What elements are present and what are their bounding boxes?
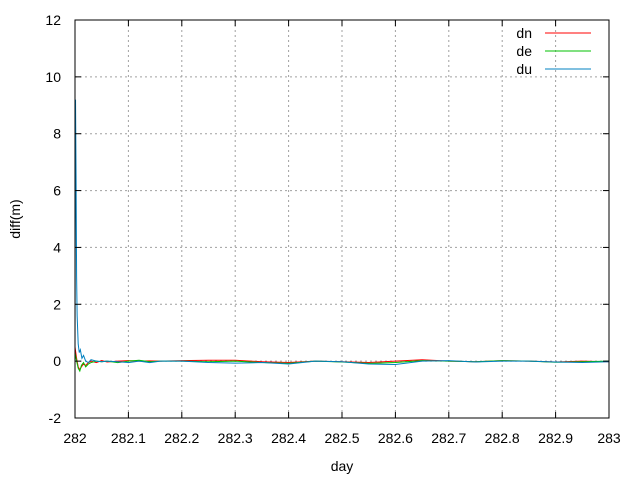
x-tick-label: 282.8 xyxy=(485,430,520,446)
y-tick-label: -2 xyxy=(49,410,62,426)
x-tick-label: 282.4 xyxy=(271,430,306,446)
series-line-du xyxy=(74,99,610,366)
x-tick-label: 282.9 xyxy=(538,430,573,446)
y-tick-label: 10 xyxy=(45,69,61,85)
y-tick-label: 0 xyxy=(53,353,61,369)
grid xyxy=(75,20,609,418)
x-tick-label: 282.3 xyxy=(218,430,253,446)
tick-marks xyxy=(74,19,610,419)
x-tick-label: 283 xyxy=(597,430,621,446)
x-tick-label: 282.7 xyxy=(431,430,466,446)
y-tick-label: 12 xyxy=(45,12,61,28)
tick-labels: 282 282.1 282.2 282.3 282.4 282.5 282.6 282.7 28… xyxy=(45,12,620,446)
y-tick-label: 6 xyxy=(53,183,61,199)
y-tick-label: 4 xyxy=(53,239,61,255)
legend: dn de du xyxy=(516,25,591,77)
x-axis-label: day xyxy=(331,458,354,474)
y-tick-label: 2 xyxy=(53,296,61,312)
legend-label-de: de xyxy=(516,43,532,59)
plot-border xyxy=(74,19,610,419)
y-axis-label: diff(m) xyxy=(7,199,23,238)
legend-label-du: du xyxy=(516,61,532,77)
x-tick-label: 282.5 xyxy=(324,430,359,446)
x-tick-label: 282 xyxy=(63,430,87,446)
y-tick-label: 8 xyxy=(53,126,61,142)
legend-label-dn: dn xyxy=(516,25,532,41)
x-tick-label: 282.2 xyxy=(164,430,199,446)
series-lines xyxy=(74,99,610,373)
x-tick-label: 282.1 xyxy=(111,430,146,446)
x-tick-label: 282.6 xyxy=(378,430,413,446)
